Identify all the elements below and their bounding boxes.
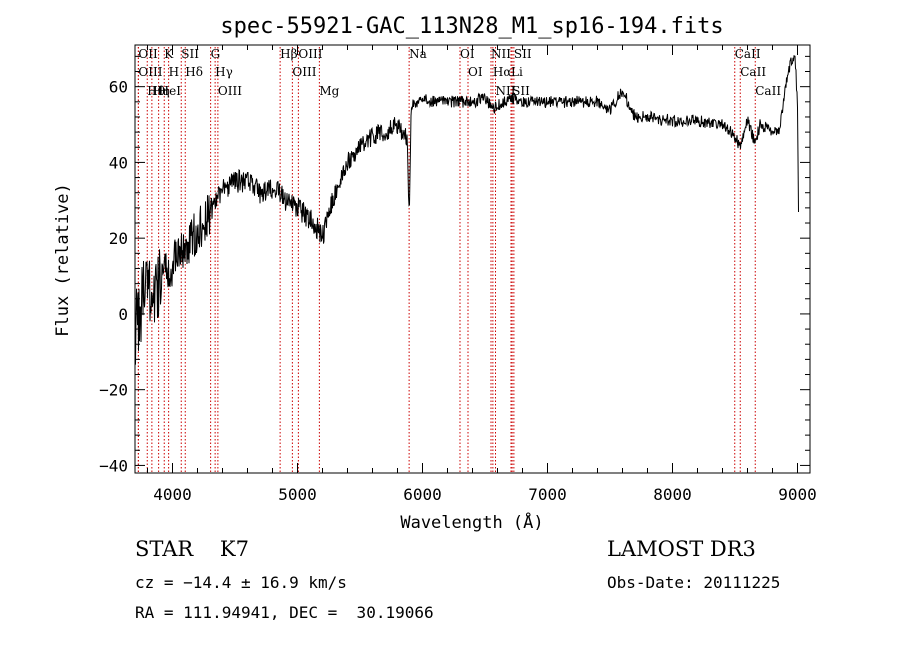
spectral-line-label: Na <box>409 47 427 61</box>
spectral-line-label: Hα <box>493 65 512 79</box>
spectral-line-label: K <box>164 47 174 61</box>
spectral-line-label: G <box>211 47 221 61</box>
spectral-line-label: Hθ <box>147 84 165 98</box>
spectral-line-label: Hγ <box>215 65 233 79</box>
y-tick-label: 60 <box>109 78 128 97</box>
spectral-line-label: OII <box>138 47 158 61</box>
flux-series-line <box>134 55 799 365</box>
redshift-cz: cz = −14.4 ± 16.9 km/s <box>135 573 347 592</box>
x-tick-label: 6000 <box>403 485 442 504</box>
spectral-line-label: CaII <box>740 65 766 79</box>
spectral-line-label: HeI <box>159 84 182 98</box>
spectral-line-label: Hδ <box>185 65 203 79</box>
spectral-line-label: CaII <box>735 47 761 61</box>
spectral-line-label: Hη <box>152 84 170 98</box>
spectral-line-label: OI <box>460 47 475 61</box>
spectral-line-label: Li <box>511 65 523 79</box>
spectral-line-label: OIII <box>298 47 322 61</box>
spectral-line-label: CaII <box>755 84 781 98</box>
y-tick-label: 0 <box>118 305 128 324</box>
y-tick-label: 40 <box>109 153 128 172</box>
spectral-line-label: OIII <box>218 84 242 98</box>
observation-date: Obs-Date: 20111225 <box>607 573 781 592</box>
spectral-line-label: OIII <box>138 65 162 79</box>
spectral-line-label: OI <box>468 65 483 79</box>
y-tick-label: −20 <box>99 381 128 400</box>
x-axis-label: Wavelength (Å) <box>400 511 543 533</box>
spectral-line-label: NII <box>496 84 516 98</box>
spectral-line-label: NII <box>491 47 511 61</box>
x-tick-label: 4000 <box>153 485 192 504</box>
x-tick-label: 9000 <box>778 485 817 504</box>
ra-dec: RA = 111.94941, DEC = 30.19066 <box>135 603 434 622</box>
spectral-line-label: Hβ <box>280 47 297 61</box>
x-tick-label: 8000 <box>653 485 692 504</box>
y-tick-label: −40 <box>99 456 128 475</box>
y-axis-label: Flux (relative) <box>53 183 73 337</box>
survey-name: LAMOST DR3 <box>607 537 756 561</box>
object-class: STAR K7 <box>135 537 249 561</box>
x-tick-label: 7000 <box>528 485 567 504</box>
spectral-line-label: SII <box>181 47 199 61</box>
plot-frame <box>134 44 811 474</box>
spectral-line-label: SII <box>512 84 530 98</box>
spectral-line-label: H <box>169 65 179 79</box>
x-tick-label: 5000 <box>278 485 317 504</box>
spectral-line-label: SII <box>514 47 532 61</box>
spectral-line-label: OIII <box>292 65 316 79</box>
chart-title: spec-55921-GAC_113N28_M1_sp16-194.fits <box>220 14 723 39</box>
y-tick-label: 20 <box>109 229 128 248</box>
spectral-line-label: Mg <box>319 84 339 98</box>
